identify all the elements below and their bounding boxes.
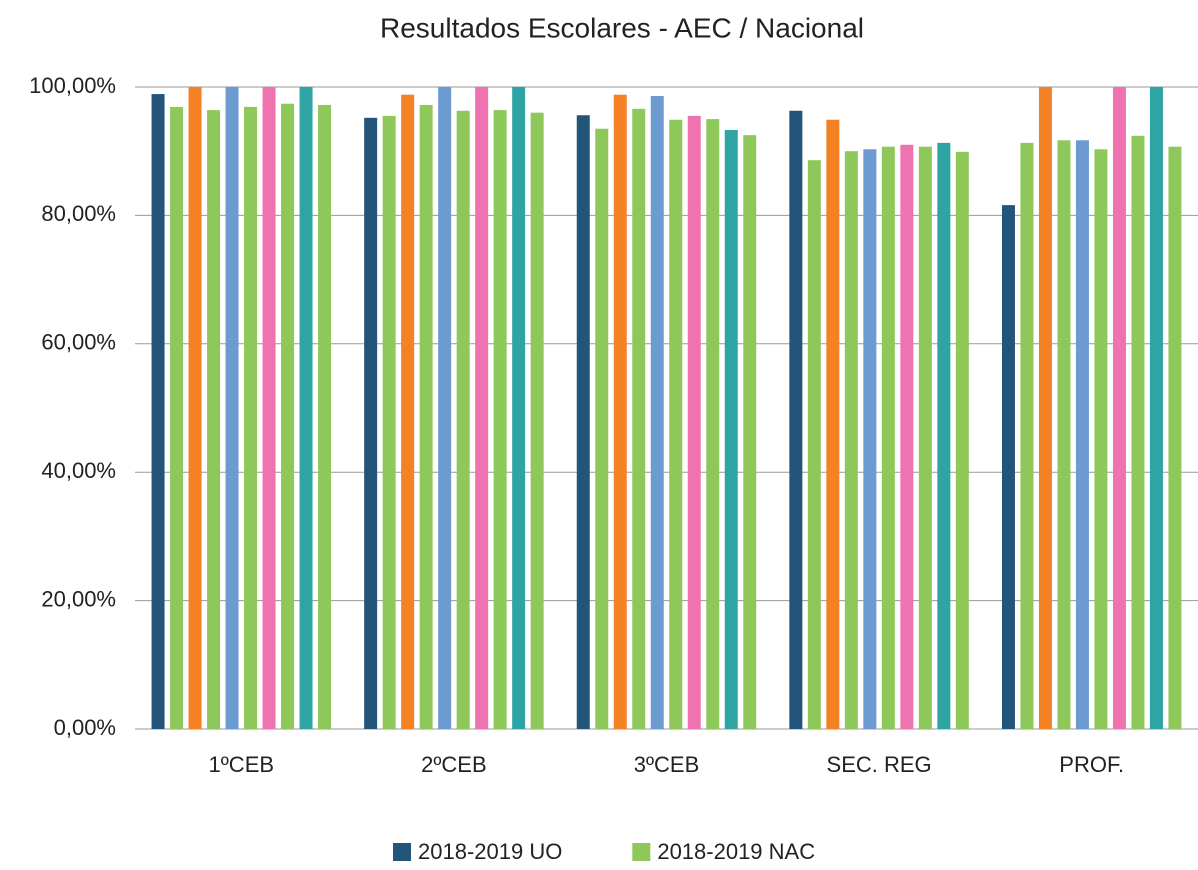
bar [419,104,433,729]
bar [789,110,803,729]
bar [844,151,858,729]
bar [401,94,415,730]
x-tick-label: SEC. REG [827,752,932,777]
bar [1020,142,1034,729]
y-tick-label: 0,00% [54,715,116,740]
bar [1038,87,1052,729]
bar [281,103,295,729]
bar [807,160,821,730]
bar [1112,87,1126,729]
bar [650,95,664,730]
bar [262,87,276,729]
bar [299,87,313,729]
bar [595,128,609,730]
bar [632,108,646,729]
y-tick-label: 100,00% [29,73,116,98]
bar [438,87,452,729]
bar [1075,140,1089,729]
bar [687,115,701,729]
bar [1131,135,1145,730]
bar [1149,87,1163,729]
bar [1168,146,1182,729]
bar [826,119,840,729]
bar [706,119,720,730]
bar [881,146,895,729]
bar [188,87,202,729]
x-tick-label: 2ºCEB [421,752,487,777]
legend-label: 2018-2019 UO [418,839,562,864]
bar [493,110,507,729]
legend-label: 2018-2019 NAC [657,839,815,864]
bar [382,115,396,729]
bar [937,142,951,729]
bar [475,87,489,729]
y-tick-label: 60,00% [41,330,116,355]
bar [1094,149,1108,730]
x-tick-label: 3ºCEB [634,752,700,777]
bar [225,87,239,729]
x-tick-label: 1ºCEB [209,752,275,777]
bar [364,117,378,730]
y-tick-label: 80,00% [41,201,116,226]
y-tick-label: 40,00% [41,458,116,483]
y-tick-label: 20,00% [41,586,116,611]
legend-swatch [632,843,651,861]
x-tick-label: PROF. [1059,752,1124,777]
bar [207,110,221,729]
bar [955,151,969,730]
legend-swatch [393,843,411,861]
bar [530,112,544,730]
bar [918,146,932,729]
bar [900,144,914,729]
chart-title: Resultados Escolares - AEC / Nacional [380,12,864,43]
bar [669,119,683,729]
bar [244,106,258,730]
bar [151,94,165,729]
bar [1001,205,1015,730]
bar [1057,140,1071,729]
bar [613,94,627,730]
bar [456,110,470,729]
bar [743,135,757,729]
bar [576,115,590,730]
bar [170,106,184,730]
bar [863,149,877,730]
bar [318,104,332,729]
bar [512,87,526,729]
bar [724,130,738,729]
